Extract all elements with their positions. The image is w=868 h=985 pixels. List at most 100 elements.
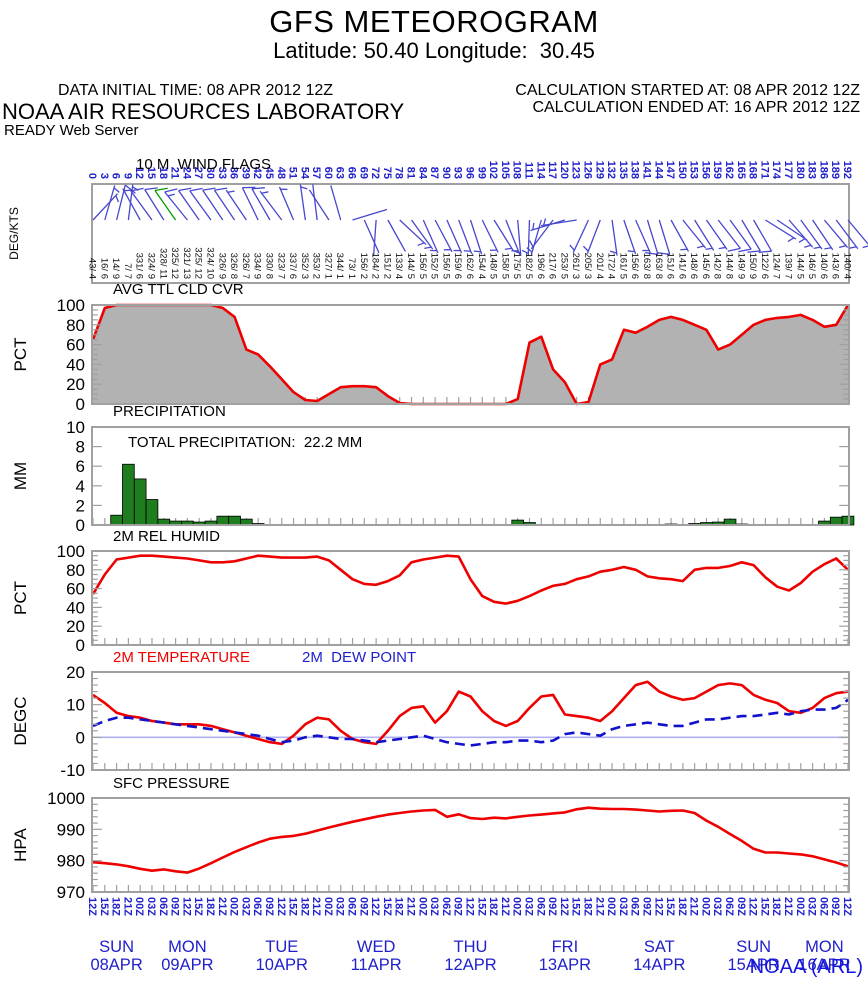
wind-dir-speed-label: 149/ 9 xyxy=(735,253,746,279)
time-z-label: 18Z xyxy=(393,897,405,916)
time-z-label: 00Z xyxy=(511,897,523,916)
forecast-hour-label: 189 xyxy=(829,161,841,179)
wind-dir-speed-label: 175/ 5 xyxy=(511,253,522,279)
wind-barb xyxy=(788,219,814,248)
wind-dir-speed-label: 148/ 6 xyxy=(688,253,699,279)
wind-barb xyxy=(458,219,473,254)
time-z-label: 03Z xyxy=(239,897,251,916)
forecast-hour-label: 81 xyxy=(405,167,417,179)
wind-dir-speed-label: 328/ 11 xyxy=(157,248,168,279)
panel-frame xyxy=(91,304,850,405)
forecast-hour-label: 0 xyxy=(86,173,98,179)
y-tick-label: 8 xyxy=(76,438,85,457)
wind-dir-speed-label: 163/ 8 xyxy=(653,253,664,279)
time-z-label: 15Z xyxy=(758,897,770,916)
forecast-hour-label: 15 xyxy=(145,167,157,179)
forecast-hour-label: 111 xyxy=(522,162,534,179)
forecast-hour-label: 132 xyxy=(605,161,617,179)
forecast-hour-label: 72 xyxy=(369,167,381,179)
forecast-hour-label: 36 xyxy=(228,167,240,179)
forecast-hour-label: 150 xyxy=(676,161,688,179)
time-z-label: 00Z xyxy=(699,897,711,916)
wind-dir-speed-label: 353/ 2 xyxy=(311,253,322,279)
y-tick-label: 40 xyxy=(66,355,85,374)
forecast-hour-label: 24 xyxy=(180,167,192,180)
y-tick-label: 990 xyxy=(57,820,85,839)
date-day-label: MON xyxy=(805,938,844,956)
wind-dir-speed-label: 161/ 5 xyxy=(617,253,628,279)
wind-barb xyxy=(541,219,577,227)
wind-dir-speed-label: 352/ 3 xyxy=(299,253,310,279)
forecast-hour-label: 159 xyxy=(711,161,723,179)
forecast-hour-label: 27 xyxy=(192,167,204,179)
y-tick-label: 0 xyxy=(76,728,85,747)
wind-dir-speed-label: 144/ 8 xyxy=(724,253,735,279)
time-z-label: 09Z xyxy=(829,897,841,916)
time-z-label: 00Z xyxy=(322,897,334,916)
temperature-line xyxy=(92,680,849,746)
time-z-label: 06Z xyxy=(251,897,263,916)
forecast-hour-label: 78 xyxy=(393,167,405,179)
date-value-label: 10APR xyxy=(256,956,308,974)
wind-dir-speed-label: 133/ 4 xyxy=(393,253,404,279)
wind-dir-speed-label: 205/ 3 xyxy=(582,253,593,279)
time-z-label: 21Z xyxy=(121,897,133,916)
date-day-label: TUE xyxy=(265,938,298,956)
forecast-hour-label: 39 xyxy=(239,167,251,179)
forecast-hour-label: 123 xyxy=(570,161,582,179)
wind-barb xyxy=(225,189,247,221)
wind-barb xyxy=(729,219,752,250)
wind-dir-speed-label: 327/ 1 xyxy=(322,253,333,279)
y-tick-label: 0 xyxy=(76,636,85,655)
calc-started-text: CALCULATION STARTED AT: 08 APR 2012 12Z xyxy=(515,82,860,99)
panel-frame xyxy=(91,797,850,893)
time-z-label: 06Z xyxy=(629,897,641,916)
time-z-label: 21Z xyxy=(310,897,322,916)
y-tick-label: 60 xyxy=(66,580,85,599)
date-day-label: SAT xyxy=(644,938,675,956)
wind-dir-speed-label: 201/ 4 xyxy=(594,253,605,279)
y-tick-label: 40 xyxy=(66,598,85,617)
wind-dir-speed-label: 124/ 7 xyxy=(771,253,782,279)
forecast-hour-label: 114 xyxy=(534,161,546,180)
forecast-hour-labels: 0 3 6 9 12 15 18 21 24 27 30 33 36 39 42 45 48 51 54 57 60 63… xyxy=(86,161,853,180)
cloud-cover-area xyxy=(93,305,848,404)
total-precip-label: TOTAL PRECIPITATION: 22.2 MM xyxy=(128,434,363,451)
wind-barb xyxy=(299,184,306,221)
forecast-hour-label: 183 xyxy=(806,161,818,179)
forecast-hour-label: 30 xyxy=(204,167,216,179)
wind-barb xyxy=(776,219,808,241)
wind-dir-speed-label: 144/ 5 xyxy=(405,253,416,279)
wind-barb xyxy=(505,219,520,254)
wind-barb xyxy=(635,219,651,254)
time-z-label: 12Z xyxy=(275,897,287,916)
time-z-label: 03Z xyxy=(334,897,346,916)
wind-dir-speed-label: 140/ 6 xyxy=(818,253,829,279)
time-z-label: 03Z xyxy=(145,897,157,916)
forecast-hour-label: 135 xyxy=(617,161,629,179)
date-labels: SUN08APRMON09APRTUE10APRWED11APRTHU12APR… xyxy=(90,938,850,974)
wind-barb xyxy=(154,190,177,221)
time-z-label: 21Z xyxy=(782,897,794,916)
calc-ended-text: CALCULATION ENDED AT: 16 APR 2012 12Z xyxy=(532,99,860,116)
wind-dir-speed-label: 122/ 6 xyxy=(759,253,770,279)
y-axis-unit-label: PCT xyxy=(11,581,30,615)
time-z-label: 18Z xyxy=(676,897,688,916)
wind-dir-speed-label: 150/ 9 xyxy=(747,253,758,279)
time-z-label: 21Z xyxy=(688,897,700,916)
forecast-hour-label: 6 xyxy=(110,173,122,179)
wind-dir-speed-label: 326/ 8 xyxy=(228,253,239,279)
dew-point-line xyxy=(92,698,849,747)
forecast-hour-label: 168 xyxy=(747,161,759,179)
wind-barb xyxy=(694,219,715,251)
wind-dir-speed-label: 43/ 4 xyxy=(87,258,98,279)
wind-barb xyxy=(717,219,741,249)
time-z-label: 21Z xyxy=(216,897,228,916)
wind-dir-speed-label: 163/ 8 xyxy=(641,253,652,279)
forecast-hour-label: 180 xyxy=(794,161,806,179)
forecast-hour-label: 147 xyxy=(664,161,676,179)
time-z-label: 09Z xyxy=(357,897,369,916)
date-value-label: 13APR xyxy=(539,956,591,974)
wind-dir-speed-label: 140/ 4 xyxy=(842,253,853,279)
